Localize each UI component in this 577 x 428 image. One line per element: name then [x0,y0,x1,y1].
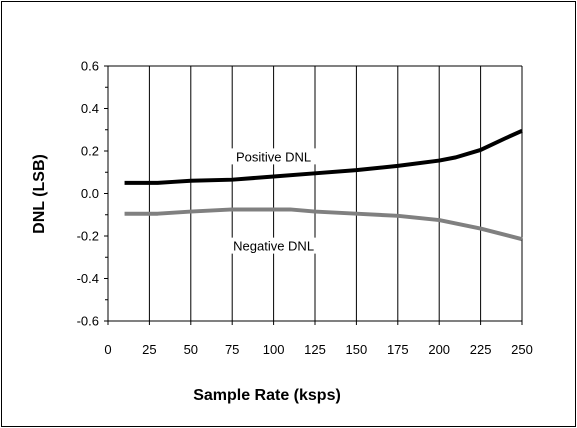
y-tick-label: -0.4 [77,271,99,286]
annotation-label-positive-dnl: Positive DNL [236,149,311,164]
y-tick-label: 0.4 [81,101,99,116]
series-lines [124,128,523,242]
x-tick-label: 200 [428,342,450,357]
x-tick-label: 175 [387,342,409,357]
annotation-bg-negative-dnl [225,237,323,254]
y-tick-label: -0.2 [77,229,99,244]
x-tick-label: 225 [470,342,492,357]
annotations: Positive DNL Negative DNL [225,148,323,254]
series-line-negative-dnl [124,207,523,242]
x-tick-label: 125 [304,342,326,357]
x-tick-label: 50 [184,342,198,357]
y-tick-label: 0.0 [81,186,99,201]
y-axis-title: DNL (LSB) [31,154,48,234]
series-line-positive-dnl [124,128,523,185]
x-tick-label: 0 [104,342,111,357]
x-tick-label: 150 [346,342,368,357]
y-tick-label: 0.2 [81,144,99,159]
annotation-bg-positive-dnl [225,148,323,165]
x-tick-label: 75 [225,342,239,357]
x-axis-title: Sample Rate (ksps) [193,387,341,404]
x-tick-label: 25 [142,342,156,357]
x-tick-label: 100 [263,342,285,357]
y-tick-label: 0.6 [81,59,99,74]
x-tick-label: 250 [511,342,533,357]
y-tick-label: -0.6 [77,314,99,329]
gridlines [148,66,523,321]
axes [104,65,523,325]
tick-labels: -0.6 -0.4 -0.2 0.0 0.2 0.4 0.6 0 25 50 75 100 125 150… [77,59,533,358]
annotation-label-negative-dnl: Negative DNL [233,239,314,254]
